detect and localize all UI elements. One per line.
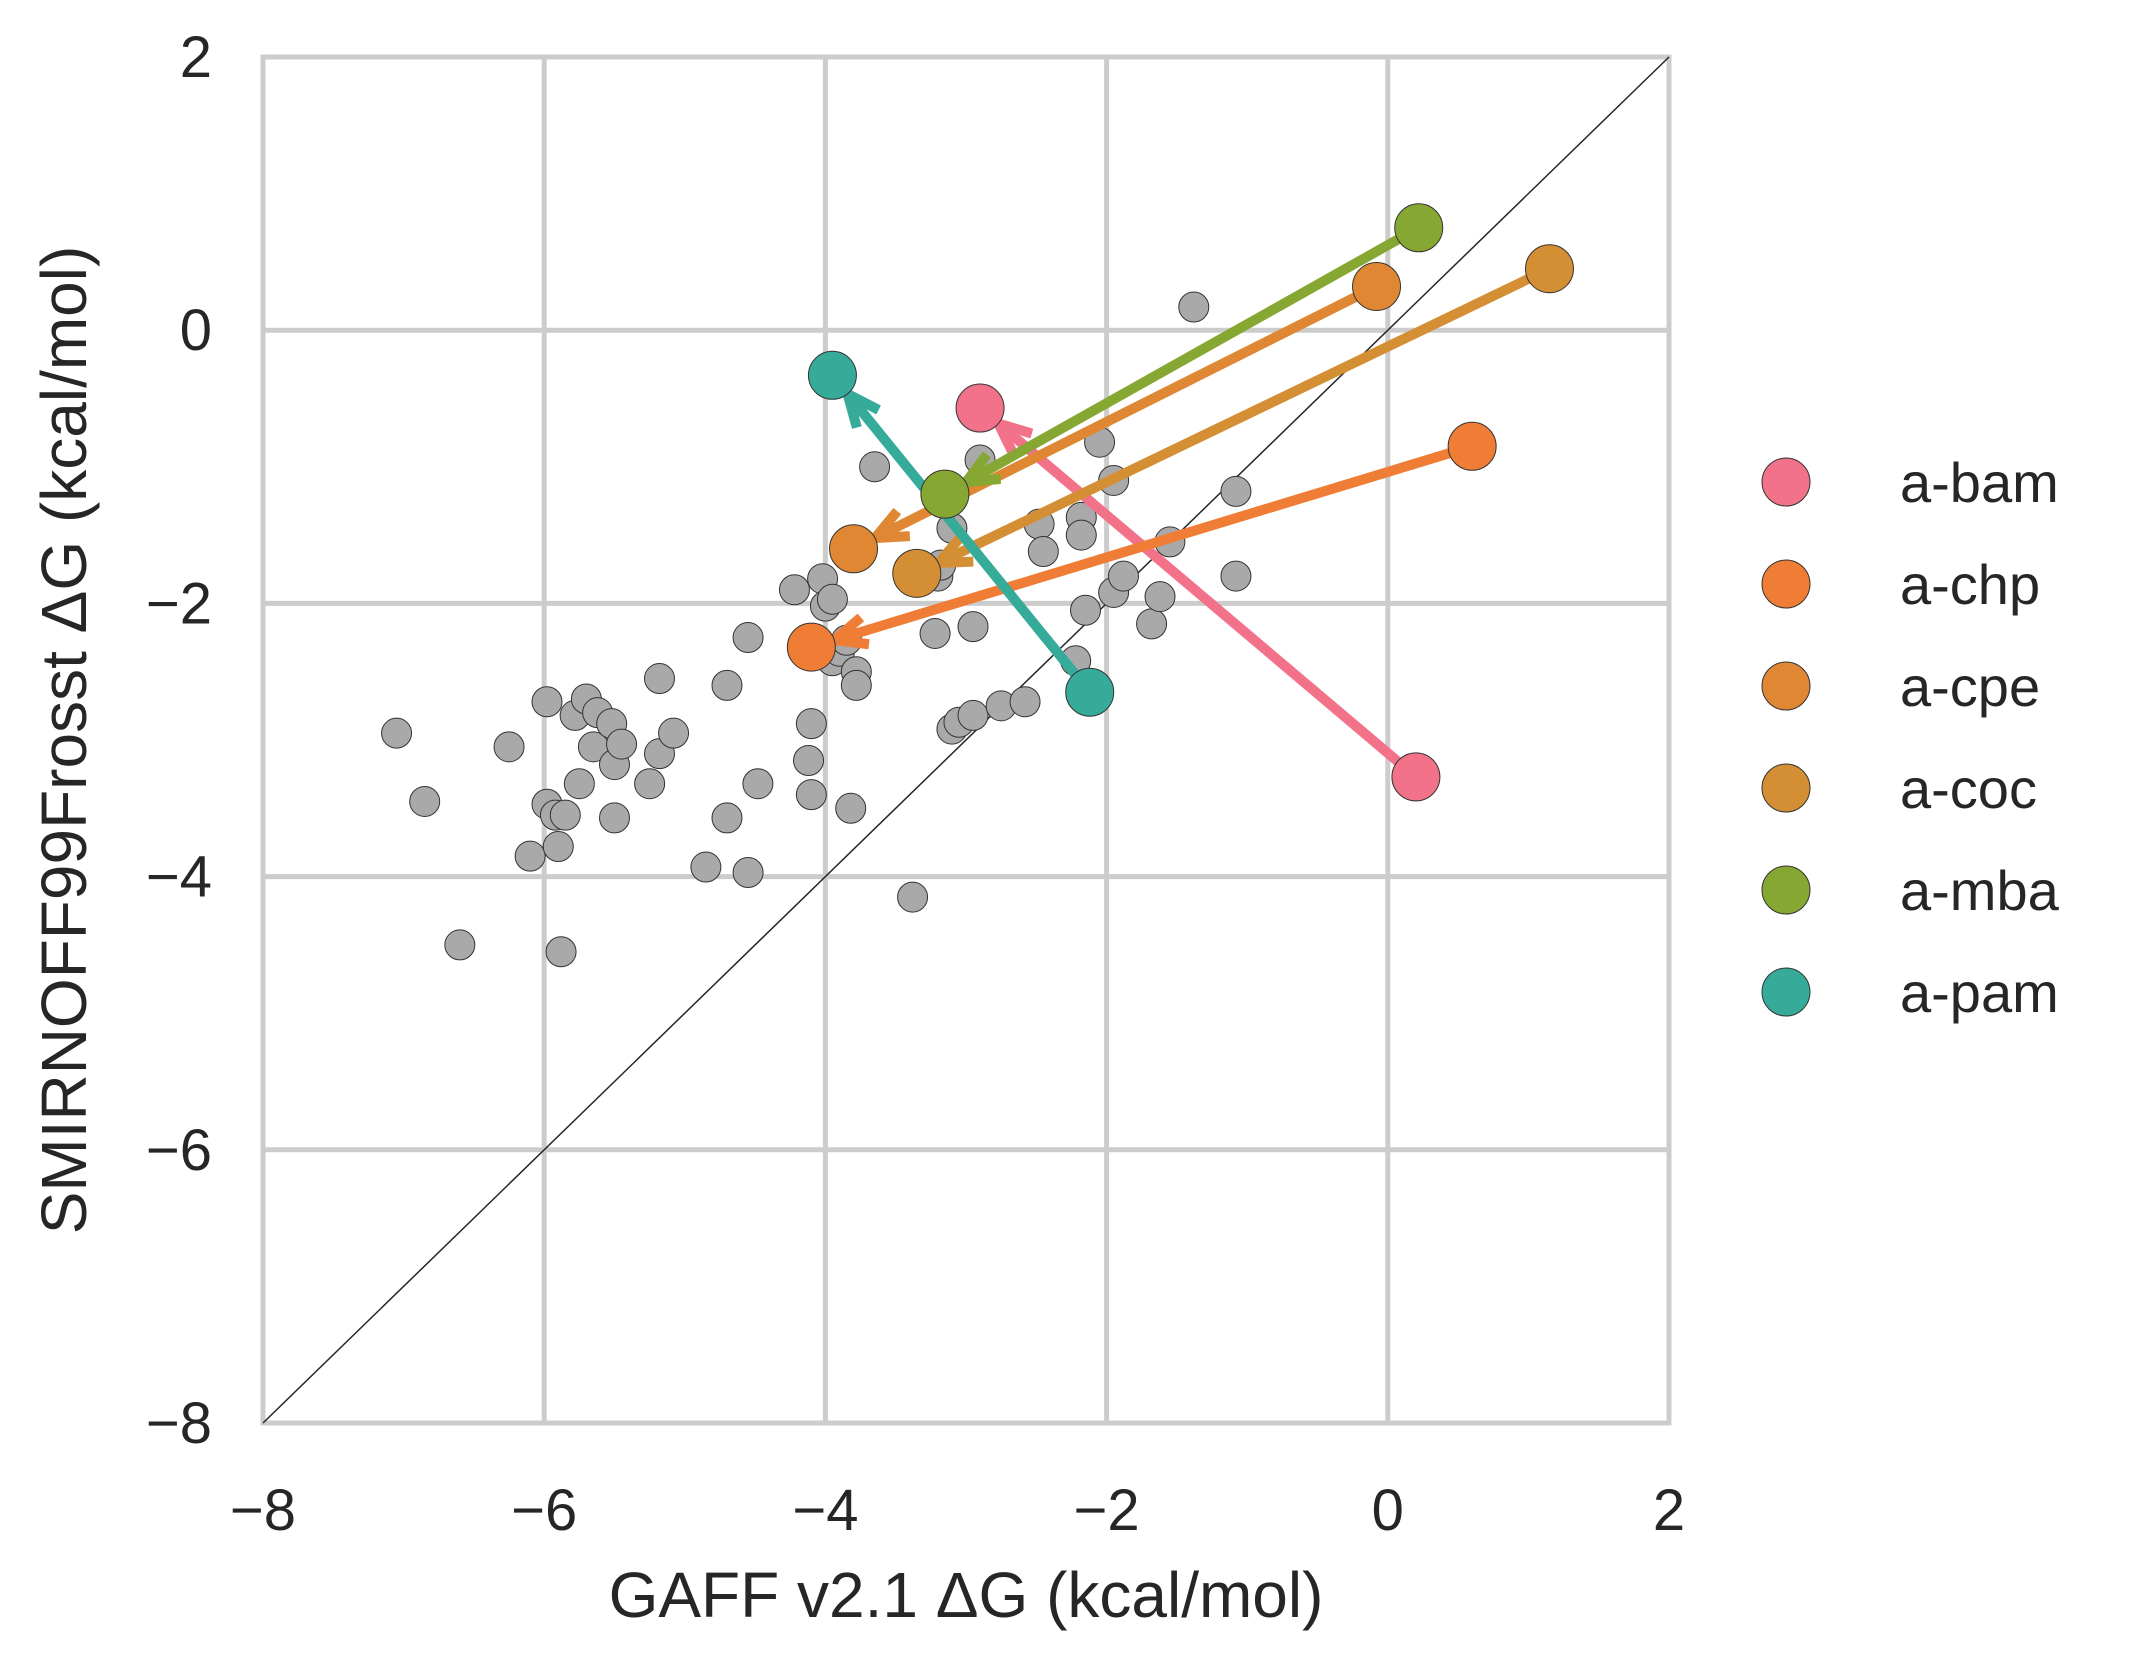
legend-label-a-mba: a-mba [1900,859,2060,922]
legend-marker-a-cpe [1761,661,1811,711]
background-point [859,451,891,483]
legend-label-a-chp: a-chp [1900,553,2040,616]
background-point [606,728,638,760]
background-point [563,768,595,800]
background-point [545,936,577,968]
arrow-a-bam [995,419,1420,781]
y-tick-label: 0 [180,298,212,363]
arrow-a-pam [843,390,1094,696]
background-point [381,717,413,749]
x-tick-label: −8 [230,1478,296,1543]
background-point [711,802,743,834]
legend-marker-a-pam [1761,967,1811,1017]
background-point [643,663,675,695]
background-point [493,731,525,763]
y-tick-label: −2 [146,571,212,636]
background-point [795,708,827,740]
x-tick-labels: −8 −6 −4 −2 0 2 [230,1478,1685,1543]
y-tick-label: −6 [146,1118,212,1183]
legend-label-a-coc: a-coc [1900,757,2037,820]
background-point [1144,581,1176,613]
background-point [1070,594,1102,626]
arrow-a-coc [936,264,1552,568]
point-a-pam-start [1065,667,1115,717]
background-point [1009,686,1041,718]
x-tick-label: −6 [511,1478,577,1543]
legend-label-a-pam: a-pam [1900,961,2059,1024]
background-point [732,857,764,889]
point-a-pam-end [807,350,857,400]
background-point [690,851,722,883]
arrow-a-mba [963,223,1422,487]
legend-marker-a-mba [1761,865,1811,915]
background-point [742,768,774,800]
point-a-cpe-end [829,524,879,574]
legend-label-a-cpe: a-cpe [1900,655,2040,718]
background-points [381,291,1252,968]
y-tick-label: −8 [146,1391,212,1456]
background-point [658,717,690,749]
background-point [1220,560,1252,592]
x-tick-label: 0 [1372,1478,1404,1543]
background-point [634,768,666,800]
background-point [1220,475,1252,507]
identity-line [262,56,1670,1424]
background-point [957,699,989,731]
y-tick-labels: −8 −6 −4 −2 0 2 [146,25,212,1456]
legend: a-bam a-chp a-cpe a-coc a-mba a-pam [1761,451,2060,1024]
background-point [957,611,989,643]
background-point [816,583,848,615]
y-tick-label: −4 [146,845,212,910]
point-a-chp-end [786,622,836,672]
background-point [444,929,476,961]
point-a-chp-start [1447,421,1497,471]
background-point [897,881,929,913]
point-a-mba-start [1394,203,1444,253]
background-point [531,686,563,718]
legend-marker-a-coc [1761,763,1811,813]
background-point [840,669,872,701]
point-a-bam-end [955,383,1005,433]
background-point [1107,560,1139,592]
background-point [793,744,825,776]
background-point [711,669,743,701]
y-axis-label: SMIRNOFF99Frosst ΔG (kcal/mol) [28,246,100,1235]
background-point [732,622,764,654]
background-point [1136,608,1168,640]
series-points [786,203,1574,802]
point-a-coc-start [1524,244,1574,294]
x-tick-label: −2 [1074,1478,1140,1543]
background-point [1027,535,1059,567]
point-a-bam-start [1391,752,1441,802]
background-point [835,792,867,824]
x-axis-label: GAFF v2.1 ΔG (kcal/mol) [609,1559,1324,1631]
point-a-cpe-start [1352,261,1402,311]
plot-frame [260,54,1672,1426]
background-point [599,802,630,834]
x-tick-label: 2 [1653,1478,1685,1543]
background-point [919,617,951,649]
y-tick-label: 2 [180,25,212,90]
legend-marker-a-chp [1761,559,1811,609]
background-point [549,799,581,831]
point-a-coc-end [892,548,942,598]
background-point [795,779,827,811]
background-point [409,785,441,817]
x-tick-label: −4 [792,1478,858,1543]
background-point [1178,291,1210,323]
background-point [514,840,546,872]
background-point [1065,519,1097,551]
legend-label-a-bam: a-bam [1900,451,2059,514]
point-a-mba-end [920,469,970,519]
legend-marker-a-bam [1761,457,1811,507]
arrow-a-chp [832,441,1474,645]
background-point [542,831,574,863]
background-point [778,574,810,606]
